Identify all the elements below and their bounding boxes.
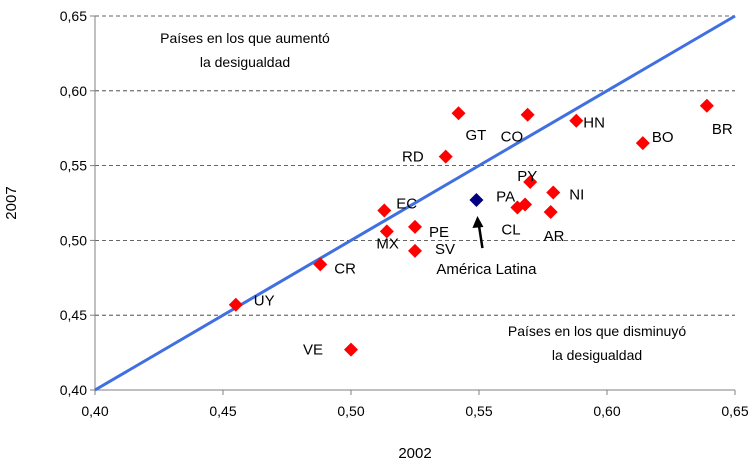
data-point-marker	[469, 193, 484, 208]
data-point-label: VE	[303, 342, 323, 359]
tick-labels: 0,40 0,45 0,50 0,55 0,60 0,65 0,40 0,45 0,50 0,55…	[60, 8, 749, 419]
data-point-label: AR	[544, 228, 565, 245]
data-point-marker	[518, 197, 533, 212]
y-axis-title: 2007	[3, 186, 20, 219]
data-point-label: MX	[376, 235, 399, 252]
data-point-label: PA	[496, 188, 515, 205]
data-point-marker	[344, 342, 358, 357]
reference-line-group	[94, 14, 736, 392]
data-point-label: América Latina	[436, 261, 537, 278]
data-point-marker	[438, 149, 453, 164]
data-point-label: EC	[396, 195, 417, 212]
data-point-label: SV	[435, 241, 455, 258]
data-point-marker	[451, 106, 466, 121]
y-tick-label: 0,45	[60, 307, 87, 323]
annotations: Países en los que aumentó la desigualdad…	[160, 30, 686, 363]
x-tick-label: 0,55	[465, 403, 492, 419]
y-tick-label: 0,50	[60, 232, 87, 248]
data-point-marker	[408, 219, 422, 234]
data-point-marker	[377, 203, 392, 218]
data-point-label: HN	[583, 115, 605, 132]
data-point-marker	[635, 136, 650, 151]
data-point-marker	[699, 98, 714, 113]
data-point-label: BO	[652, 129, 674, 146]
data-point-marker	[543, 204, 558, 219]
data-point-marker	[228, 297, 243, 312]
equality-line	[94, 14, 736, 392]
x-tick-label: 0,50	[337, 403, 364, 419]
x-tick-label: 0,45	[209, 403, 236, 419]
data-point-label: RD	[402, 149, 424, 166]
data-point-marker	[313, 257, 328, 272]
data-point-label: NI	[569, 187, 584, 204]
x-tick-label: 0,60	[593, 403, 620, 419]
y-tick-label: 0,40	[60, 382, 87, 398]
x-tick-label: 0,40	[81, 403, 108, 419]
annotation-below-line-1: Países en los que disminuyó	[508, 323, 686, 339]
data-point-marker	[379, 224, 394, 239]
data-point-label: BR	[712, 121, 733, 138]
data-point-label: CL	[501, 221, 520, 238]
data-point-label: CO	[501, 129, 524, 146]
data-point-label: GT	[466, 127, 487, 144]
data-point-label: CR	[334, 260, 356, 277]
data-point-marker	[520, 107, 535, 122]
data-point-label: PE	[429, 224, 449, 241]
data-point-marker	[408, 243, 422, 258]
data-point-marker	[546, 185, 561, 200]
data-point-label: PY	[517, 168, 537, 185]
annotation-above-line-1: Países en los que aumentó	[160, 30, 330, 46]
data-point-marker	[569, 113, 584, 128]
axes	[94, 16, 735, 391]
grid-lines	[95, 15, 735, 316]
y-tick-label: 0,65	[60, 8, 87, 24]
axis-titles: 2002 2007	[3, 186, 432, 462]
y-tick-label: 0,60	[60, 83, 87, 99]
x-tick-label: 0,65	[721, 403, 748, 419]
data-point-label: UY	[254, 293, 275, 310]
y-tick-label: 0,55	[60, 158, 87, 174]
annotation-below-line-2: la desigualdad	[552, 347, 642, 363]
annotation-arrow-head	[472, 216, 484, 229]
data-point-marker	[523, 175, 538, 190]
x-axis-title: 2002	[398, 445, 431, 462]
annotation-above-line-2: la desigualdad	[200, 54, 290, 70]
